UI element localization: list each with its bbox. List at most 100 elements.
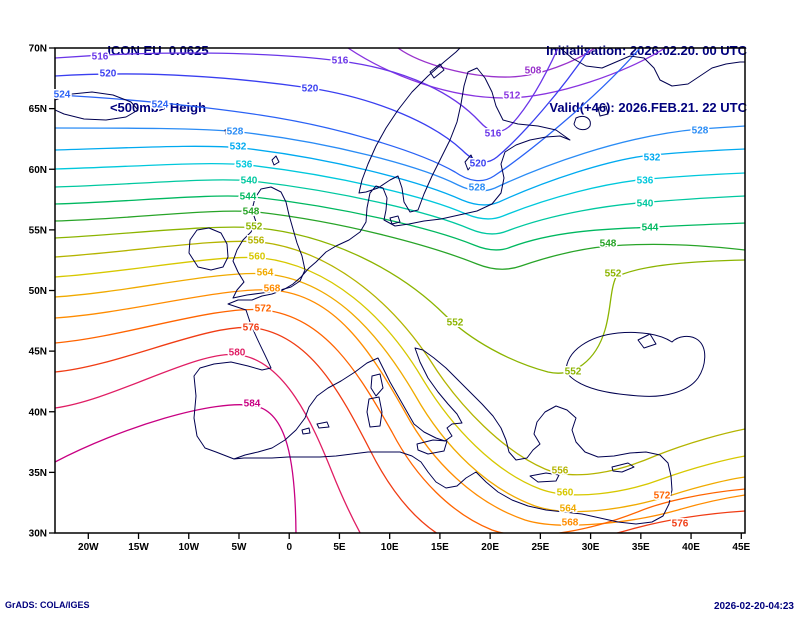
contour-label-516: 516 xyxy=(485,129,502,140)
contour-line-508 xyxy=(397,48,596,78)
contour-label-516: 516 xyxy=(332,56,349,67)
contour-label-536: 536 xyxy=(236,160,253,171)
contour-label-560: 560 xyxy=(557,488,574,499)
axis-layer: 70N 65N 60N 55N 50N 45N 40N 35N 30N 20W 15W 10W 5W 0 5… xyxy=(29,44,751,554)
creation-timestamp: 2026-02-20-04:23 xyxy=(713,601,794,612)
coastline-black-sea xyxy=(565,331,706,397)
contour-line-572 xyxy=(55,308,745,533)
contour-label-508: 508 xyxy=(525,66,542,77)
contour-layer xyxy=(55,48,745,533)
contour-label-524: 524 xyxy=(54,90,71,101)
contour-label-520: 520 xyxy=(302,84,319,95)
contour-label-552: 552 xyxy=(246,222,263,233)
coastline-britain xyxy=(232,186,306,299)
lake-ladoga xyxy=(573,115,591,131)
contour-line-576 xyxy=(55,326,745,533)
contour-line-556 xyxy=(55,240,745,476)
lat-tick-label: 50N xyxy=(29,286,47,297)
contour-label-540: 540 xyxy=(241,176,258,187)
lon-tick-label: 5E xyxy=(333,542,346,553)
contour-label-548: 548 xyxy=(243,207,260,218)
contour-label-532: 532 xyxy=(230,142,247,153)
contour-label-568: 568 xyxy=(562,518,579,529)
lat-tick-label: 65N xyxy=(29,104,47,115)
lon-tick-label: 45E xyxy=(732,542,750,553)
lon-tick-label: 40E xyxy=(682,542,700,553)
lon-tick-label: 20E xyxy=(481,542,499,553)
contour-label-564: 564 xyxy=(257,268,274,279)
lat-tick-label: 40N xyxy=(29,407,47,418)
lon-tick-label: 10E xyxy=(381,542,399,553)
lon-tick-label: 10W xyxy=(178,542,199,553)
contour-label-layer: 508 512 516 516 516 520 520 520 524 524 528 528 528 5… xyxy=(52,50,710,531)
contour-label-512: 512 xyxy=(504,91,521,102)
contour-label-552: 552 xyxy=(565,367,582,378)
coastline-kola-white-sea xyxy=(559,48,745,87)
contour-label-552: 552 xyxy=(605,269,622,280)
lon-tick-label: 30E xyxy=(582,542,600,553)
contour-line-544 xyxy=(55,195,745,251)
contour-label-516: 516 xyxy=(92,52,109,63)
contour-line-524 xyxy=(55,48,641,182)
contour-line-540 xyxy=(55,179,745,235)
coastline-layer xyxy=(55,48,745,525)
lon-tick-label: 0 xyxy=(286,542,292,553)
contour-label-524: 524 xyxy=(152,100,169,111)
crimea-peninsula xyxy=(637,333,657,349)
contour-label-540: 540 xyxy=(637,199,654,210)
contour-line-568 xyxy=(55,289,745,526)
map-frame xyxy=(54,47,746,534)
lon-tick-label: 15W xyxy=(128,542,149,553)
contour-label-584: 584 xyxy=(244,399,261,410)
field-title: <500mb> Heigh xyxy=(109,100,207,115)
coastline-mediterranean xyxy=(233,347,673,525)
lat-tick-label: 60N xyxy=(29,165,47,176)
contour-line-580 xyxy=(55,353,361,533)
contour-label-572: 572 xyxy=(654,491,671,502)
island-ibiza xyxy=(301,427,311,435)
contour-label-536: 536 xyxy=(637,176,654,187)
contour-label-552: 552 xyxy=(447,318,464,329)
contour-line-528 xyxy=(55,125,745,192)
contour-label-520: 520 xyxy=(470,159,487,170)
lon-tick-label: 15E xyxy=(431,542,449,553)
init-time: Initialisation: 2026.02.20. 00 UTC xyxy=(546,43,747,58)
contour-line-536 xyxy=(55,163,745,220)
contour-label-576: 576 xyxy=(672,519,689,530)
lat-tick-label: 35N xyxy=(29,468,47,479)
contour-label-564: 564 xyxy=(560,504,577,515)
lake-onega xyxy=(597,105,609,117)
contour-label-528: 528 xyxy=(227,127,244,138)
coastline-ireland xyxy=(188,227,229,271)
contour-line-532 xyxy=(55,145,745,206)
contour-line-548 xyxy=(55,210,745,270)
island-sardinia xyxy=(366,396,383,428)
island-shetland xyxy=(271,155,280,166)
contour-line-516 xyxy=(55,48,559,133)
contour-label-560: 560 xyxy=(249,252,266,263)
lon-tick-label: 25E xyxy=(531,542,549,553)
coastline-mainland-europe xyxy=(193,48,571,460)
island-lofoten xyxy=(429,63,445,79)
contour-line-560 xyxy=(55,256,745,496)
grads-credit: GrADS: COLA/IGES xyxy=(5,600,90,610)
contour-label-528: 528 xyxy=(692,126,709,137)
contour-label-532: 532 xyxy=(644,153,661,164)
island-gotland xyxy=(464,154,475,171)
contour-label-520: 520 xyxy=(100,69,117,80)
contour-label-580: 580 xyxy=(229,348,246,359)
contour-label-568: 568 xyxy=(264,284,281,295)
contour-label-548: 548 xyxy=(600,239,617,250)
lat-tick-label: 70N xyxy=(29,44,47,55)
contour-label-544: 544 xyxy=(642,223,659,234)
coastline-iceland xyxy=(55,91,139,121)
lon-tick-label: 5W xyxy=(231,542,247,553)
contour-label-576: 576 xyxy=(243,323,260,334)
lat-tick-label: 30N xyxy=(29,529,47,540)
island-corsica xyxy=(370,373,384,397)
island-sicily xyxy=(416,439,448,455)
contour-label-556: 556 xyxy=(248,236,265,247)
contour-label-572: 572 xyxy=(255,304,272,315)
